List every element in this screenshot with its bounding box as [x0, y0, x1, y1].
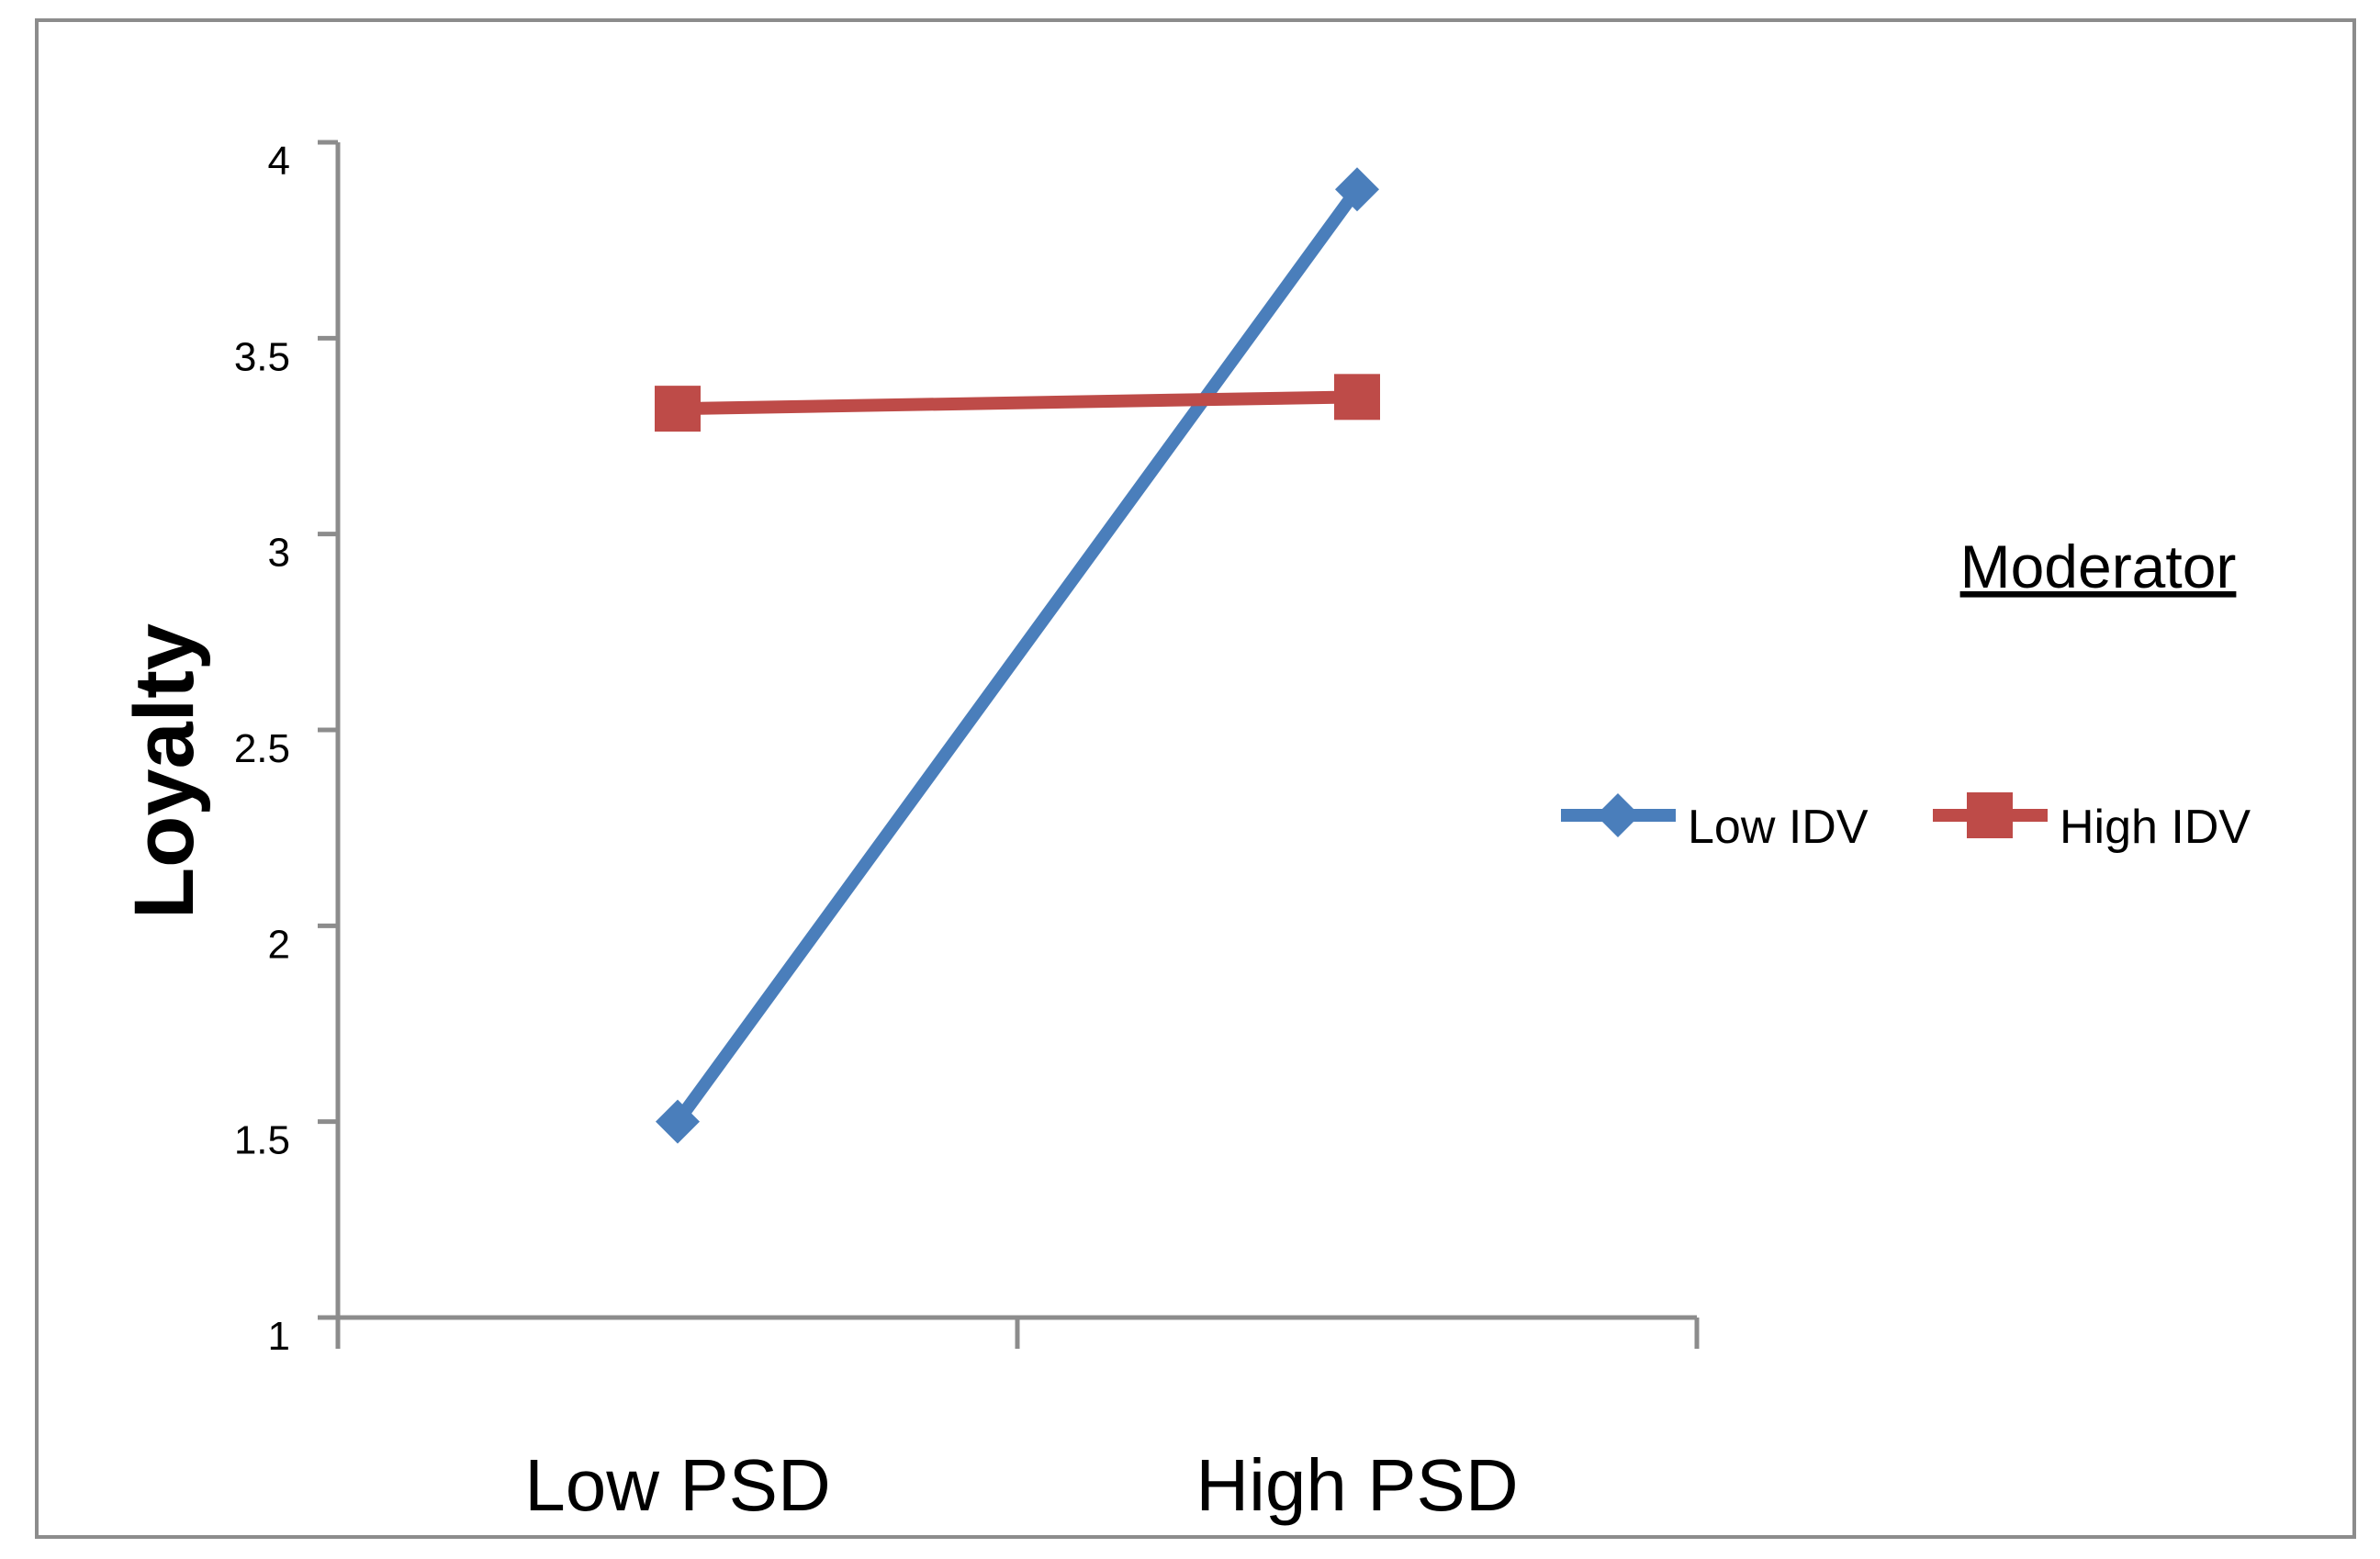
y-tick-label: 3.5: [234, 334, 290, 379]
y-tick-label: 2: [268, 922, 290, 967]
y-tick-label: 3: [268, 531, 290, 576]
data-point-marker: [655, 386, 701, 432]
legend-label: Low IDV: [1688, 801, 1869, 854]
legend-marker: [1967, 792, 2013, 838]
data-point-marker: [656, 1099, 700, 1144]
data-point-marker: [1335, 167, 1379, 212]
legend: Low IDV High IDV: [1561, 792, 2251, 854]
data-point-marker: [1334, 374, 1380, 421]
y-tick-label: 1: [268, 1314, 290, 1359]
chart-frame: [35, 18, 2356, 1539]
legend-marker: [1596, 793, 1640, 837]
legend-label: High IDV: [2060, 801, 2251, 854]
legend-title: Moderator: [1960, 533, 2237, 600]
y-tick-label: 4: [268, 139, 290, 184]
series-layer: [655, 167, 1380, 1144]
legend-entry: High IDV: [1933, 792, 2251, 854]
x-category-label: High PSD: [1196, 1444, 1518, 1526]
y-tick-label: 2.5: [234, 726, 290, 771]
legend-entry: Low IDV: [1561, 793, 1869, 854]
x-category-label: Low PSD: [524, 1444, 830, 1526]
series-low-idv: [656, 167, 1379, 1144]
y-tick-label: 1.5: [234, 1118, 290, 1163]
axes: 1 1.5 2 2.5 3 3.5 4 Low PSD High PSD: [234, 139, 1700, 1526]
series-line: [677, 390, 1358, 416]
series-high-idv: [655, 374, 1380, 432]
series-line: [672, 185, 1363, 1126]
y-axis-label: Loyalty: [118, 623, 211, 919]
